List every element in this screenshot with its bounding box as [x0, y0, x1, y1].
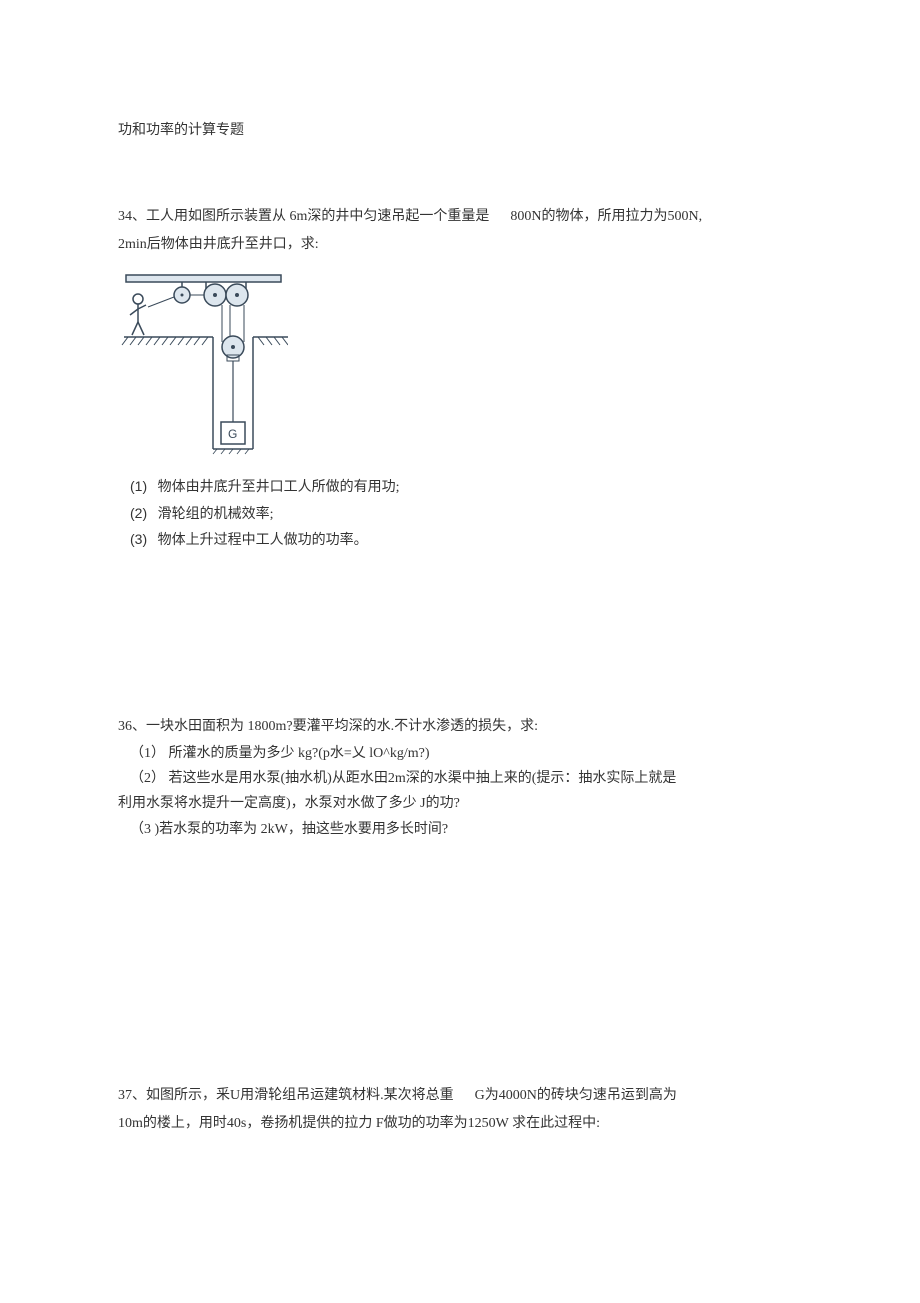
p36-q3: （3 )若水泵的功率为 2kW，抽这些水要用多长时间?	[118, 817, 802, 842]
p34-q2-text: 滑轮组的机械效率;	[158, 507, 274, 522]
p36-line1: 36、一块水田面积为 1800m?要灌平均深的水.不计水渗透的损失，求:	[118, 713, 802, 741]
p36-q2b: 利用水泵将水提升一定高度)，水泵对水做了多少 J的功?	[118, 791, 802, 816]
problem-37: 37、如图所示，釆U用滑轮组吊运建筑材料.某次将总重 G为4000N的砖块匀速吊…	[118, 1082, 802, 1138]
problem-36: 36、一块水田面积为 1800m?要灌平均深的水.不计水渗透的损失，求: （1）…	[118, 713, 802, 842]
p37-text: 37、如图所示，釆U用滑轮组吊运建筑材料.某次将总重 G为4000N的砖块匀速吊…	[118, 1082, 802, 1138]
pulley-figure: G	[118, 267, 802, 466]
p37-line1-post: G为4000N的砖块匀速吊运到高为	[475, 1088, 677, 1103]
p34-q1-text: 物体由井底升至井口工人所做的有用功;	[158, 480, 400, 495]
spacer	[118, 573, 802, 713]
p36-q1: （1） 所灌水的质量为多少 kg?(p水=乂 lO^kg/m?)	[118, 741, 802, 766]
p34-q1: (1) 物体由井底升至井口工人所做的有用功;	[118, 474, 802, 500]
p34-q2-label: (2)	[130, 505, 147, 521]
p34-q3-text: 物体上升过程中工人做功的功率。	[158, 533, 368, 548]
p34-line2: 2min后物体由井底升至井口，求:	[118, 237, 319, 252]
p34-q1-label: (1)	[130, 478, 147, 494]
p34-line1-mid: 800N的物体，所用拉力为500N,	[510, 209, 702, 224]
p34-q3-label: (3)	[130, 531, 147, 547]
problem-34: 34、工人用如图所示装置从 6m深的井中匀速吊起一个重量是 800N的物体，所用…	[118, 203, 802, 553]
document-title: 功和功率的计算专题	[118, 118, 802, 143]
p37-line1-pre: 37、如图所示，釆U用滑轮组吊运建筑材料.某次将总重	[118, 1088, 454, 1103]
p34-q3: (3) 物体上升过程中工人做功的功率。	[118, 527, 802, 553]
p34-line1-pre: 34、工人用如图所示装置从 6m深的井中匀速吊起一个重量是	[118, 209, 489, 224]
problem-34-text: 34、工人用如图所示装置从 6m深的井中匀速吊起一个重量是 800N的物体，所用…	[118, 203, 802, 259]
svg-text:G: G	[228, 427, 237, 441]
p37-line2: 10m的楼上，用时40s，卷扬机提供的拉力 F做功的功率为1250W 求在此过程…	[118, 1116, 600, 1131]
p34-q2: (2) 滑轮组的机械效率;	[118, 501, 802, 527]
spacer	[118, 862, 802, 1082]
p36-q2a: （2） 若这些水是用水泵(抽水机)从距水田2m深的水渠中抽上来的(提示：抽水实际…	[118, 766, 802, 791]
